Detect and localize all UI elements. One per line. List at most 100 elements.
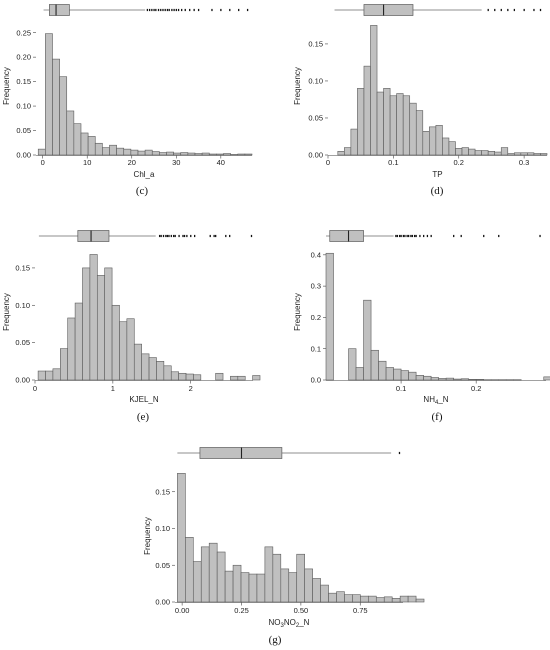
histogram-bar [170,371,179,381]
boxplot-outlier [423,234,425,238]
histogram-bar [402,95,411,156]
histogram-bar [192,561,202,603]
histogram-bar [240,572,250,603]
boxplot-outlier [215,234,217,238]
histogram-bar [396,93,404,156]
x-axis-label-part: 2 [296,623,300,629]
boxplot-outlier [229,234,231,238]
boxplot-outlier [415,234,417,238]
histogram-bar [109,144,117,156]
histogram-bar [383,596,393,603]
histogram-bar [543,376,550,381]
y-tick-label: 0.05 [16,126,31,135]
panel-label: (e) [137,411,150,423]
histogram-bar [89,254,98,381]
histogram-bar [194,153,203,156]
panel-label: (d) [431,185,444,197]
boxplot-outlier [396,234,399,238]
boxplot-outlier [487,8,489,12]
boxplot-outlier [181,8,183,12]
histogram-bar [123,148,132,156]
histogram-bar [389,95,397,156]
histogram-bar [422,131,430,156]
histogram-bar [187,152,196,156]
boxplot-outlier [395,234,397,238]
histogram-bar [494,151,502,156]
x-axis-label: NH4_N [423,395,448,406]
histogram-bar [460,378,469,381]
x-tick-label: 0.50 [294,606,309,615]
y-axis-label: Frequency [293,293,302,331]
histogram-bar [66,110,75,156]
y-tick-label: 0.00 [16,151,31,160]
x-axis-label-part: 3 [281,623,285,629]
x-axis-label-subscript: 4 [435,400,439,406]
x-tick-label: 0 [41,158,45,167]
histogram-bar [173,152,182,156]
y-tick-label: 0.20 [16,53,31,62]
histogram-bar [328,592,337,603]
histogram-bar [375,597,385,603]
x-tick-label: 0.75 [353,606,368,615]
y-tick-label: 0.00 [155,598,170,607]
boxplot-outlier [194,234,196,238]
y-axis-label: Frequency [2,67,11,105]
boxplot-outlier [148,8,151,12]
boxplot-outlier [414,234,416,238]
chart-panel-c: 0.00 0.05 0.10 0.15 0.20 0.25 0 10 20 30 40 Frequen… [2,4,253,197]
boxplot-outlier [184,8,186,12]
boxplot-outlier [460,234,462,238]
histogram-bar [378,360,387,381]
chart-panel-g: 0.00 0.05 0.10 0.15 0.00 0.25 0.50 0.75 Frequenc… [143,447,425,646]
y-tick-label: 0.10 [15,301,30,310]
histogram-bar [429,126,437,156]
x-axis-label-part: _N [298,618,309,627]
histogram-bar [468,148,476,156]
boxplot-outlier [225,234,227,238]
histogram-bar [520,152,528,156]
histogram-bar [148,357,157,381]
histogram-bar [474,150,482,156]
histogram-bar [130,149,139,156]
boxplot-outlier [165,234,167,238]
histogram-bar [415,375,424,381]
histogram-bar [468,379,477,381]
histogram-bar [352,594,361,603]
histogram-bar [252,375,261,381]
y-tick-label: 0.15 [16,77,31,86]
boxplot-outlier [160,8,162,12]
histogram-bar [94,142,103,156]
boxplot-outlier [193,8,195,12]
histogram-bar [423,375,432,381]
chart-panel-f: 0.0 0.1 0.2 0.3 0.4 0.1 0.2 Frequency NH4_N (f) [293,230,550,423]
histogram-bar [304,568,313,603]
boxplot-outlier [162,8,164,12]
boxplot-outlier [173,8,175,12]
boxplot-outlier [155,8,157,12]
boxplot-outlier [211,8,213,12]
histogram-bar [355,367,364,381]
boxplot-outlier [190,234,192,238]
histogram-bar [216,551,226,603]
histogram-bar [385,367,394,381]
boxplot-outlier [175,8,177,12]
boxplot-box [329,230,364,242]
boxplot-outlier [246,8,249,12]
boxplot-outlier [162,234,165,238]
histogram-bar [393,368,402,381]
y-tick-label: 0.15 [155,487,170,496]
boxplot-box [77,230,110,242]
boxplot-outlier [533,8,535,12]
histogram-bar [141,353,150,381]
y-tick-label: 0.25 [16,28,31,37]
y-axis-label: Frequency [293,67,302,105]
x-tick-label: 30 [172,158,180,167]
boxplot-outlier [166,8,169,12]
boxplot-outlier [182,234,184,238]
boxplot-outlier [398,234,401,238]
histogram-bar [448,141,456,156]
histogram-bar [507,153,515,156]
histogram-bar [357,88,365,156]
histogram-bar [111,304,120,381]
